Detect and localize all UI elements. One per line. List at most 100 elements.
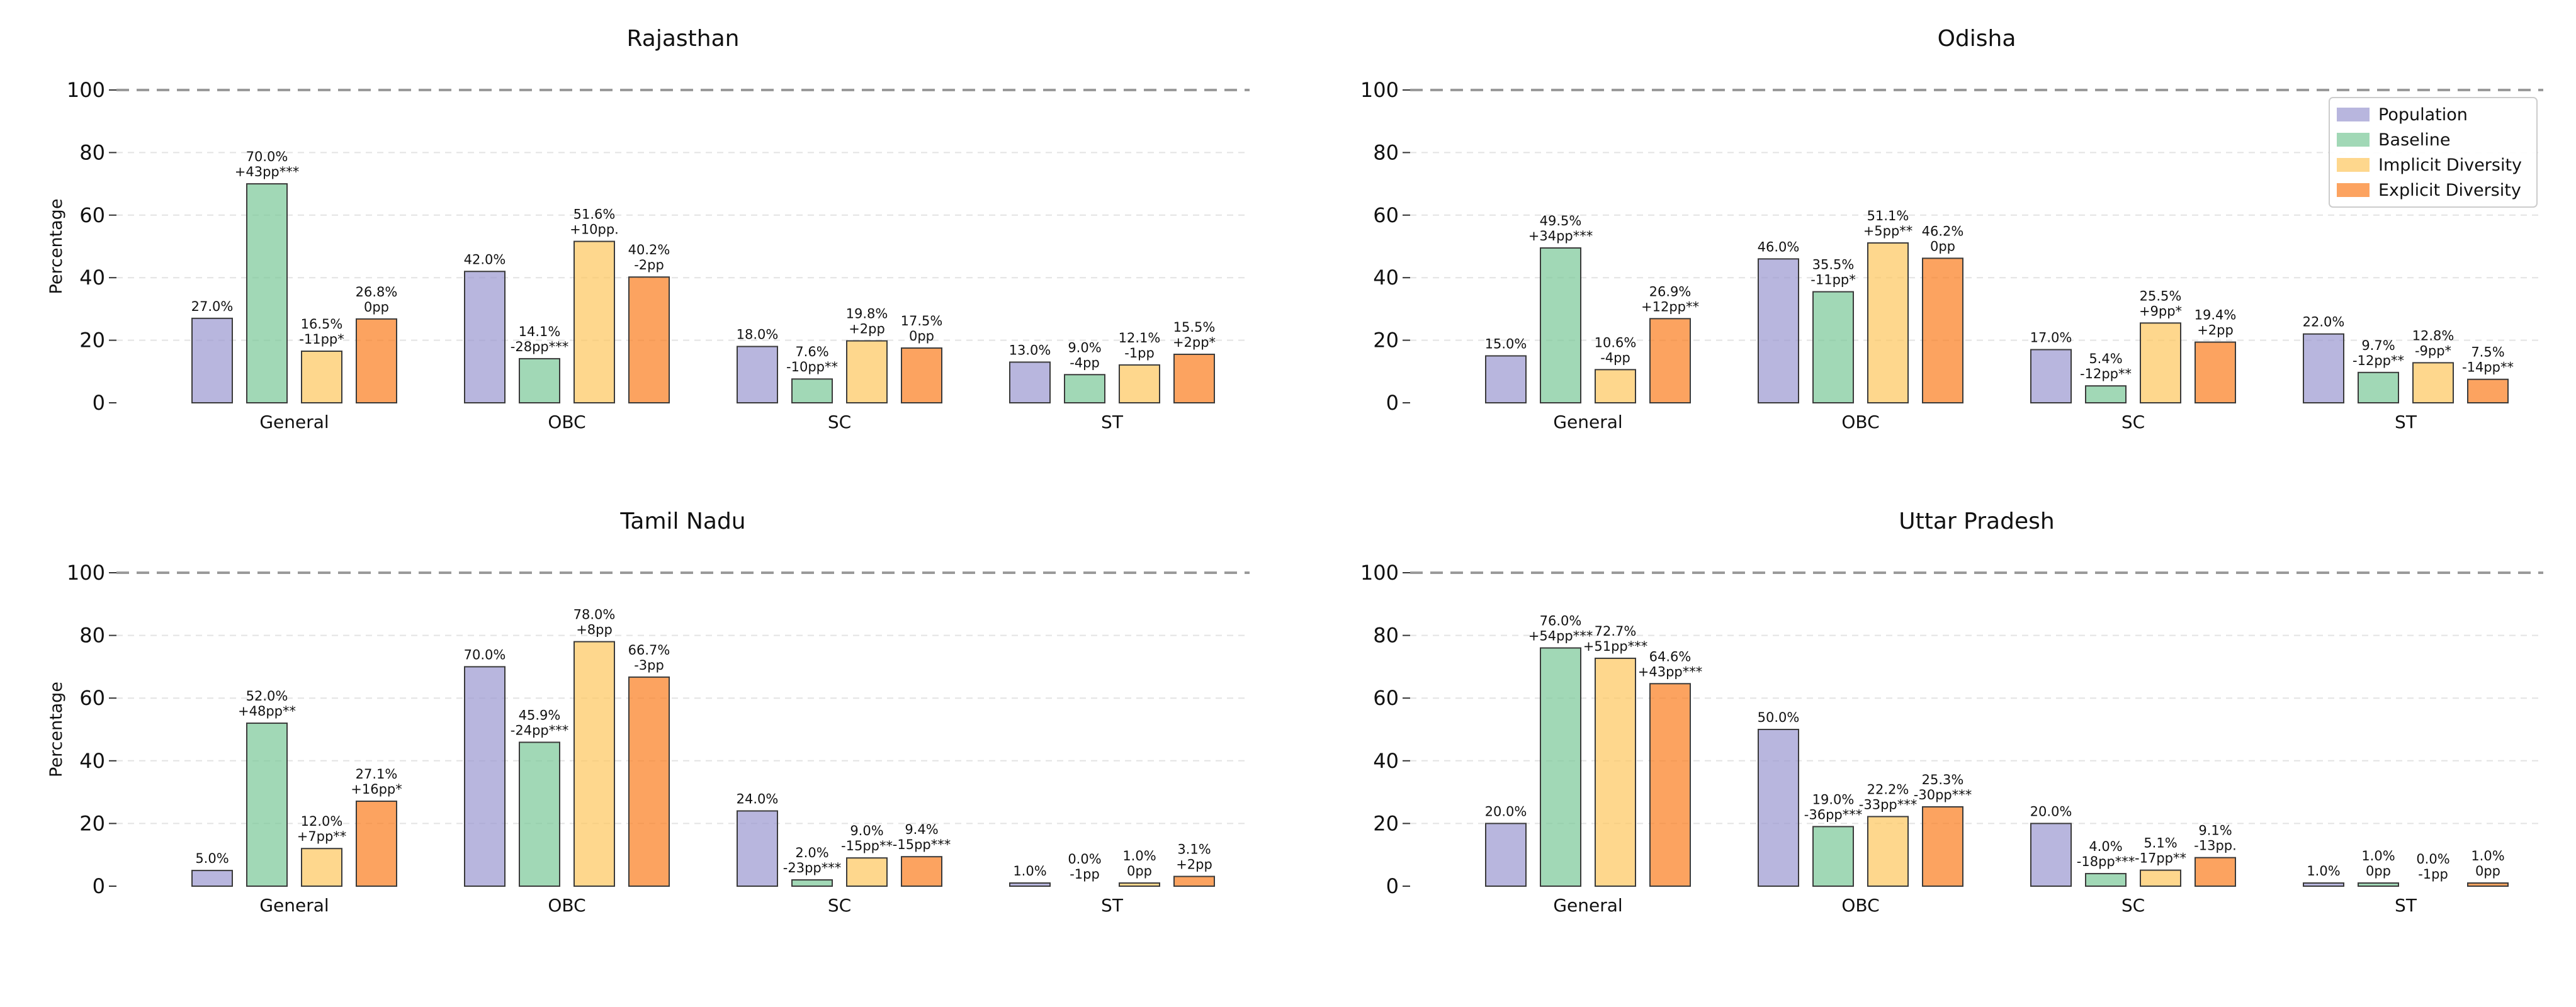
y-tick-label: 0 <box>93 391 105 415</box>
data-label: +10pp. <box>570 222 619 237</box>
x-tick-label: OBC <box>548 895 585 916</box>
bar-baseline-sc <box>2085 385 2127 403</box>
bar-population-general <box>1485 823 1527 887</box>
bar-implicit-obc <box>1867 242 1909 403</box>
bar-population-st <box>2303 333 2344 403</box>
data-label: -2pp <box>634 257 664 273</box>
data-label: 12.8% <box>2412 328 2455 343</box>
data-label: 0.0% <box>2416 852 2449 867</box>
legend-swatch-baseline <box>2337 133 2370 147</box>
data-label: -9pp* <box>2415 343 2451 358</box>
bar-explicit-sc <box>2195 857 2236 887</box>
bar-population-sc <box>737 346 778 403</box>
y-tick-label: 0 <box>1386 391 1399 415</box>
data-label: 45.9% <box>519 707 561 723</box>
data-label: 70.0% <box>464 647 506 662</box>
data-label: 1.0% <box>2471 848 2504 864</box>
y-tick-label: 40 <box>1373 749 1399 773</box>
data-label: -1pp <box>2418 867 2448 882</box>
bar-population-st <box>1009 361 1051 404</box>
data-label: -12pp** <box>2080 366 2132 381</box>
data-label: 9.4% <box>905 822 938 837</box>
x-tick-label: SC <box>2121 895 2145 916</box>
chart-panel-odisha: Odisha 0 20 40 60 80 100 15.0% 49.5%+34pp*** 10.6… <box>1360 26 2543 432</box>
bar-implicit-general <box>1595 369 1636 403</box>
data-label: 51.1% <box>1867 208 1909 223</box>
data-label: 12.1% <box>1119 330 1161 346</box>
y-tick-label: 80 <box>79 624 105 648</box>
data-label: -4pp <box>1070 355 1100 370</box>
data-label: 7.6% <box>795 344 828 359</box>
chart-title: Odisha <box>1938 26 2016 52</box>
bar-explicit-sc <box>901 856 942 887</box>
bar-implicit-st <box>1119 882 1160 887</box>
bar-implicit-general <box>301 350 342 403</box>
x-tick-label: OBC <box>548 412 585 432</box>
data-label: 13.0% <box>1009 342 1051 357</box>
data-label: 22.2% <box>1867 782 1909 797</box>
bar-explicit-general <box>356 801 397 887</box>
data-label: 9.0% <box>1068 340 1101 355</box>
data-label: -11pp* <box>1811 273 1855 288</box>
legend-label-implicit: Implicit Diversity <box>2378 155 2522 175</box>
legend-frame <box>2329 97 2538 208</box>
data-label: 46.2% <box>1922 223 1964 239</box>
bar-baseline-obc <box>1812 826 1854 887</box>
chart-title: Rajasthan <box>627 26 740 52</box>
data-label: 9.7% <box>2361 338 2395 353</box>
legend-swatch-explicit <box>2337 183 2370 197</box>
bar-baseline-sc <box>791 879 833 887</box>
data-label: -24pp*** <box>511 723 568 738</box>
bar-baseline-obc <box>519 741 560 887</box>
y-tick-label: 100 <box>67 561 105 585</box>
bar-explicit-st <box>1173 353 1215 404</box>
data-label: 72.7% <box>1595 624 1637 639</box>
chart-panel-rajasthan: Rajasthan 0 20 40 60 80 100 Percentage 27.0% 70.0… <box>47 26 1250 432</box>
data-label: 7.5% <box>2471 345 2504 360</box>
bar-baseline-obc <box>519 357 560 403</box>
data-label: +43pp*** <box>235 164 299 179</box>
data-label: 35.5% <box>1812 257 1855 273</box>
bar-baseline-sc <box>2085 873 2127 887</box>
bar-explicit-obc <box>628 676 670 887</box>
data-label: 4.0% <box>2089 839 2122 854</box>
bar-implicit-sc <box>2140 322 2181 404</box>
bar-explicit-sc <box>2195 341 2236 403</box>
data-label: 46.0% <box>1758 239 1800 254</box>
data-label: 1.0% <box>2361 848 2395 864</box>
data-label: 24.0% <box>737 791 779 806</box>
bar-population-obc <box>1758 729 1799 887</box>
bar-baseline-general <box>1540 247 1581 403</box>
bar-baseline-st <box>2358 882 2399 887</box>
data-label: 15.0% <box>1485 336 1527 351</box>
y-tick-label: 0 <box>1386 874 1399 898</box>
data-label: 15.5% <box>1173 320 1216 335</box>
data-label: 1.0% <box>1122 848 1156 864</box>
data-label: 1.0% <box>1013 864 1046 879</box>
bar-population-st <box>2303 882 2344 887</box>
y-tick-label: 60 <box>79 203 105 227</box>
y-tick-label: 20 <box>79 811 105 835</box>
data-label: 17.0% <box>2030 330 2072 346</box>
data-label: 16.5% <box>301 317 343 332</box>
x-tick-label: ST <box>2395 895 2417 916</box>
data-label: -10pp** <box>786 359 838 374</box>
bar-implicit-sc <box>846 340 888 403</box>
bar-explicit-st <box>2467 378 2509 403</box>
x-tick-label: ST <box>2395 412 2417 432</box>
data-label: 3.1% <box>1177 842 1211 857</box>
data-label: +16pp* <box>351 782 402 797</box>
data-label: 78.0% <box>573 607 616 622</box>
bar-explicit-sc <box>901 347 942 404</box>
y-tick-label: 80 <box>79 140 105 164</box>
data-label: 40.2% <box>628 242 670 257</box>
data-label: 19.0% <box>1812 792 1855 807</box>
data-label: 18.0% <box>737 327 779 342</box>
data-label: 66.7% <box>628 643 670 658</box>
bar-population-obc <box>1758 258 1799 403</box>
data-label: -12pp** <box>2353 353 2404 368</box>
bar-explicit-st <box>2467 882 2509 887</box>
data-label: 14.1% <box>519 324 561 339</box>
data-label: 26.9% <box>1649 284 1692 299</box>
chart-title: Uttar Pradesh <box>1899 509 2054 534</box>
